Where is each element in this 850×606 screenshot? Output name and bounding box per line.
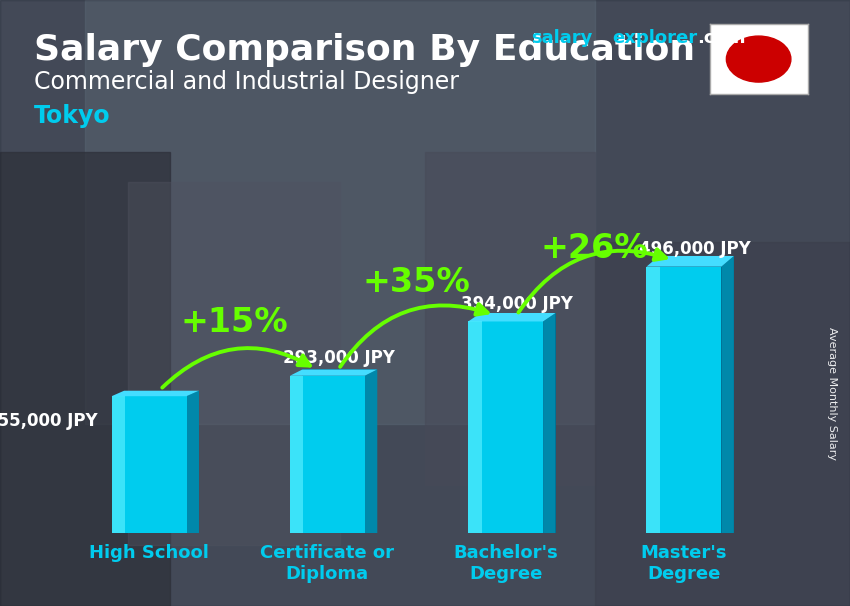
Bar (425, 152, 595, 485)
Bar (111, 396, 186, 533)
Bar (111, 396, 125, 533)
Bar (303, 370, 377, 533)
Circle shape (727, 36, 790, 82)
Polygon shape (468, 313, 556, 321)
Text: salary: salary (531, 29, 592, 47)
Text: 496,000 JPY: 496,000 JPY (639, 241, 751, 258)
Text: +15%: +15% (181, 307, 288, 339)
Polygon shape (722, 256, 734, 533)
Bar (85, 0, 595, 424)
Text: 394,000 JPY: 394,000 JPY (461, 295, 573, 313)
Bar (290, 376, 365, 533)
Text: +35%: +35% (363, 266, 470, 299)
Text: Average Monthly Salary: Average Monthly Salary (827, 327, 837, 461)
Text: .com: .com (697, 29, 745, 47)
Bar (468, 321, 482, 533)
Bar (595, 242, 850, 606)
Text: +26%: +26% (541, 231, 649, 265)
Text: explorer: explorer (612, 29, 697, 47)
Polygon shape (647, 256, 734, 267)
Bar (647, 267, 722, 533)
Polygon shape (543, 313, 556, 533)
Polygon shape (186, 391, 199, 533)
Bar (128, 182, 340, 545)
Text: Tokyo: Tokyo (34, 104, 110, 128)
Bar (290, 376, 303, 533)
Text: Salary Comparison By Education: Salary Comparison By Education (34, 33, 695, 67)
Polygon shape (290, 370, 377, 376)
Bar (481, 313, 556, 533)
Text: Commercial and Industrial Designer: Commercial and Industrial Designer (34, 70, 459, 94)
Text: 255,000 JPY: 255,000 JPY (0, 412, 98, 430)
Bar (124, 391, 199, 533)
Bar (659, 256, 734, 533)
Bar (0, 152, 170, 606)
Bar (647, 267, 660, 533)
Polygon shape (111, 391, 199, 396)
Bar (468, 321, 543, 533)
Text: 293,000 JPY: 293,000 JPY (283, 350, 394, 367)
Polygon shape (365, 370, 377, 533)
